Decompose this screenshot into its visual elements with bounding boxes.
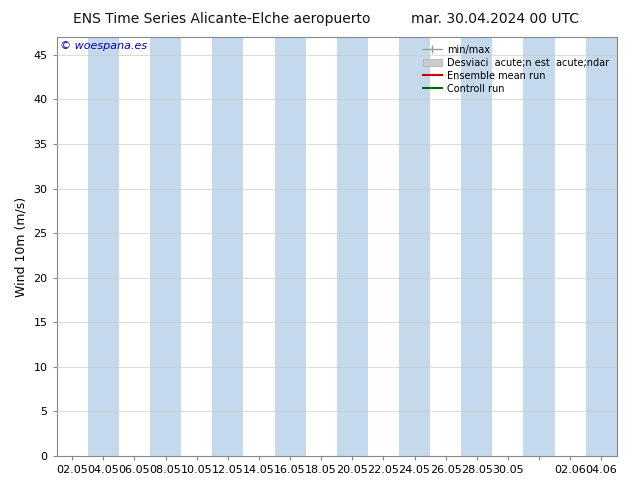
Y-axis label: Wind 10m (m/s): Wind 10m (m/s) (15, 196, 28, 296)
Bar (399, 37, 430, 456)
Bar (586, 37, 617, 456)
Bar (461, 37, 493, 456)
Bar (337, 37, 368, 456)
Bar (212, 37, 243, 456)
Bar (275, 37, 306, 456)
Bar (150, 37, 181, 456)
Text: mar. 30.04.2024 00 UTC: mar. 30.04.2024 00 UTC (411, 12, 578, 26)
Text: © woespana.es: © woespana.es (60, 41, 146, 51)
Legend: min/max, Desviaci  acute;n est  acute;ndar, Ensemble mean run, Controll run: min/max, Desviaci acute;n est acute;ndar… (420, 42, 612, 97)
Bar (88, 37, 119, 456)
Text: ENS Time Series Alicante-Elche aeropuerto: ENS Time Series Alicante-Elche aeropuert… (73, 12, 371, 26)
Bar (524, 37, 555, 456)
